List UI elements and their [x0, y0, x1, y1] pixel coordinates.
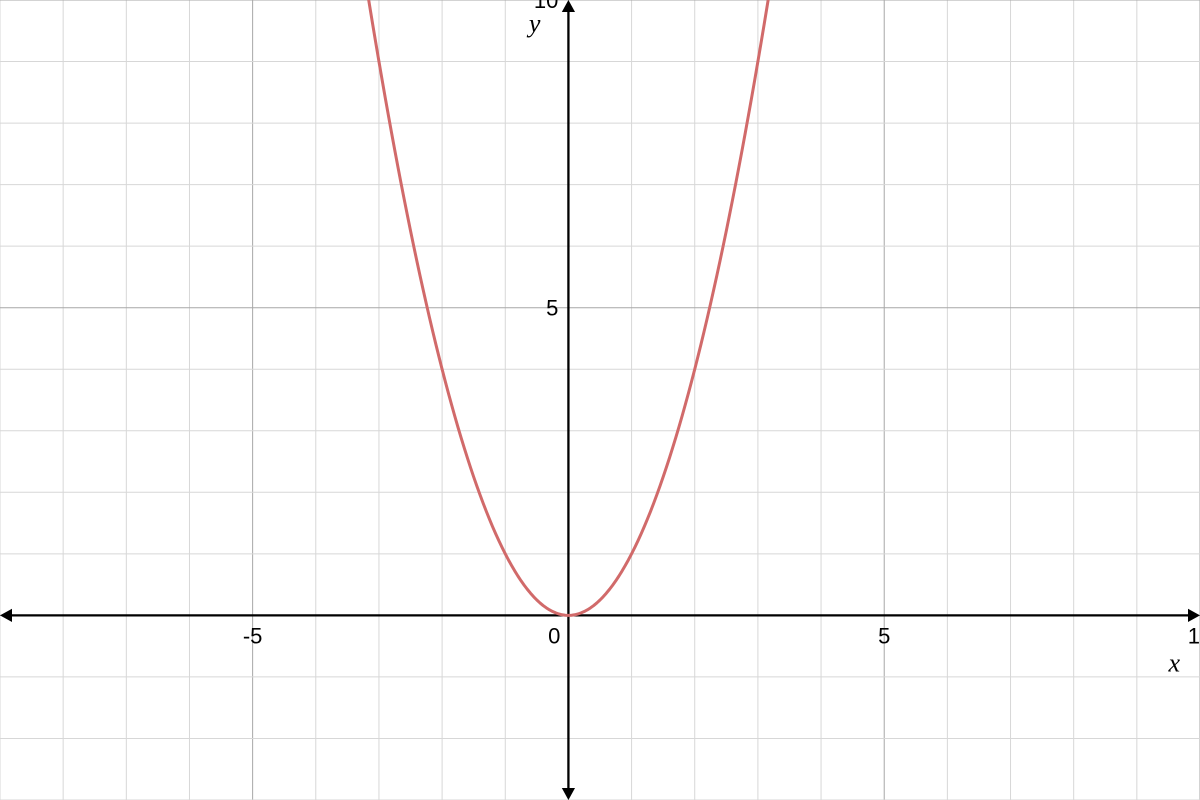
x-tick-label: 5 — [878, 623, 890, 648]
y-axis-label: y — [526, 9, 541, 38]
x-axis-label: x — [1167, 648, 1180, 677]
x-tick-label: 10 — [1188, 623, 1200, 648]
chart-svg: 0-5510510xy — [0, 0, 1200, 800]
origin-label: 0 — [548, 623, 560, 648]
parabola-chart: 0-5510510xy — [0, 0, 1200, 800]
y-tick-label: 5 — [546, 296, 558, 321]
x-tick-label: -5 — [243, 623, 263, 648]
